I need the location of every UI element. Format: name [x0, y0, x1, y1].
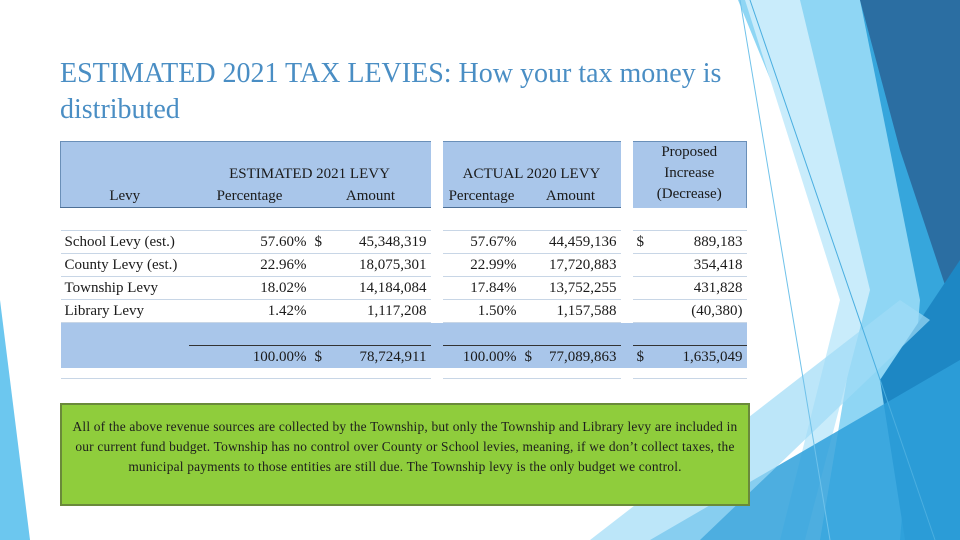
table-row: County Levy (est.) 22.96% 18,075,301 22.… — [60, 253, 747, 277]
est-total-percentage: 100.00% — [188, 345, 311, 368]
header-spacer — [60, 141, 189, 185]
est-percentage: 1.42% — [188, 299, 311, 323]
page-title: ESTIMATED 2021 TAX LEVIES: How your tax … — [60, 58, 722, 125]
prop-dollar-sign: $ — [636, 234, 645, 250]
proposed-amount: 431,828 — [632, 276, 747, 300]
est-percentage: 18.02% — [188, 276, 311, 300]
est-amount: $45,348,319 — [310, 230, 431, 254]
decor-left-strip — [0, 300, 30, 540]
table-row: Library Levy 1.42% 1,117,208 1.50% 1,157… — [60, 299, 747, 323]
levy-name: Library Levy — [60, 299, 189, 323]
proposed-amount: $889,183 — [632, 230, 747, 254]
levy-name: County Levy (est.) — [60, 253, 189, 277]
levy-column-header: Levy — [60, 185, 189, 208]
levy-table: ESTIMATED 2021 LEVY ACTUAL 2020 LEVY Pro… — [60, 141, 747, 379]
est-amount: 18,075,301 — [310, 253, 431, 277]
proposed-amount: (40,380) — [632, 299, 747, 323]
est-amount: 14,184,084 — [310, 276, 431, 300]
levy-name: Township Levy — [60, 276, 189, 300]
proposed-total-amount: $1,635,049 — [632, 345, 747, 368]
act-amount-header: Amount — [520, 185, 621, 208]
est-total-amount: $78,724,911 — [310, 345, 431, 368]
est-total-dollar-sign: $ — [314, 349, 323, 365]
proposed-header-line3: (Decrease) — [656, 186, 722, 202]
est-amount: 1,117,208 — [310, 299, 431, 323]
explanation-note: All of the above revenue sources are col… — [60, 403, 750, 506]
total-row: 100.00% $78,724,911 100.00% $77,089,863 … — [60, 345, 747, 368]
table-row: School Levy (est.) 57.60% $45,348,319 57… — [60, 230, 747, 254]
est-dollar-sign: $ — [314, 234, 323, 250]
proposed-amount: 354,418 — [632, 253, 747, 277]
act-total-dollar-sign: $ — [524, 349, 533, 365]
est-percentage: 22.96% — [188, 253, 311, 277]
est-amount-header: Amount — [310, 185, 431, 208]
proposed-header-line1: Proposed — [661, 144, 718, 160]
decor-dark-band — [860, 0, 960, 330]
decor-line-2 — [749, 0, 936, 540]
estimated-2021-header: ESTIMATED 2021 LEVY — [188, 141, 431, 185]
act-amount: 13,752,255 — [520, 276, 621, 300]
table-row: Township Levy 18.02% 14,184,084 17.84% 1… — [60, 276, 747, 300]
est-percentage: 57.60% — [188, 230, 311, 254]
act-amount: 1,157,588 — [520, 299, 621, 323]
act-percentage: 1.50% — [442, 299, 521, 323]
proposed-header: Proposed Increase (Decrease) — [632, 141, 747, 208]
act-total-percentage: 100.00% — [442, 345, 521, 368]
act-total-amount: $77,089,863 — [520, 345, 621, 368]
act-percentage: 57.67% — [442, 230, 521, 254]
group-header-row: ESTIMATED 2021 LEVY ACTUAL 2020 LEVY Pro… — [60, 141, 747, 208]
est-percentage-header: Percentage — [188, 185, 311, 208]
column-header-row: Levy Percentage Amount Percentage Amount — [60, 185, 747, 208]
proposed-header-line2: Increase — [664, 165, 715, 181]
act-percentage: 22.99% — [442, 253, 521, 277]
actual-2020-header: ACTUAL 2020 LEVY — [442, 141, 621, 185]
act-amount: 44,459,136 — [520, 230, 621, 254]
spacer-row — [60, 207, 747, 231]
blue-spacer-row — [60, 322, 747, 346]
act-percentage: 17.84% — [442, 276, 521, 300]
act-percentage-header: Percentage — [442, 185, 521, 208]
levy-name: School Levy (est.) — [60, 230, 189, 254]
act-amount: 17,720,883 — [520, 253, 621, 277]
bottom-row — [60, 368, 747, 379]
prop-total-dollar-sign: $ — [636, 349, 645, 365]
decor-line-1 — [739, 0, 831, 540]
